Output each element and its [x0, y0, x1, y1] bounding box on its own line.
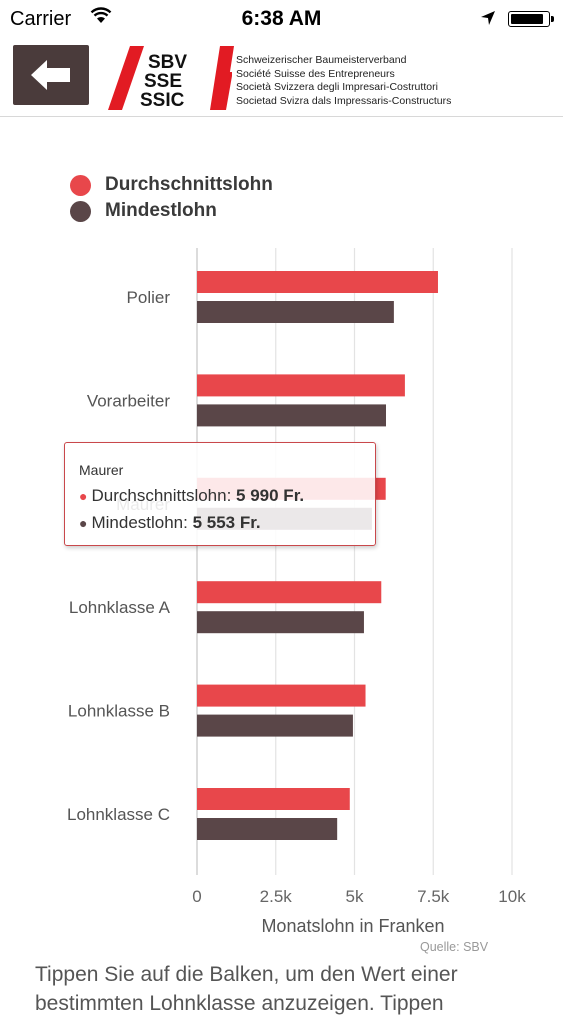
bar[interactable] [197, 301, 394, 323]
svg-text:SSIC: SSIC [140, 90, 185, 111]
category-label: Vorarbeiter [87, 391, 170, 410]
x-axis-label: Monatslohn in Franken [261, 916, 444, 936]
location-arrow-icon [480, 10, 496, 31]
tooltip-row-mindestlohn: ● Mindestlohn: 5 553 Fr. [79, 513, 261, 533]
legend-label-mindestlohn: Mindestlohn [105, 200, 217, 221]
bar[interactable] [197, 374, 405, 397]
clock: 6:38 AM [241, 7, 322, 30]
battery-cap [551, 16, 554, 22]
tooltip-bullet-icon: ● [79, 488, 88, 504]
app-header: SBV SSE SSIC Schweizerischer Baumeisterv… [0, 38, 563, 117]
legend-marker-mindestlohn [70, 200, 91, 222]
tooltip-row-durchschnittslohn: ● Durchschnittslohn: 5 990 Fr. [79, 486, 304, 506]
legend-item-durchschnittslohn[interactable]: Durchschnittslohn [70, 172, 273, 198]
org-name-rm: Societad Svizra dals Impressaris-Constru… [236, 94, 452, 107]
bar[interactable] [197, 818, 338, 840]
category-label: Lohnklasse B [68, 702, 170, 721]
tooltip-label: Durchschnittslohn: [91, 486, 232, 505]
org-names: Schweizerischer Baumeisterverband Sociét… [236, 54, 451, 108]
category-label: Lohnklasse C [67, 805, 170, 824]
bar[interactable] [197, 611, 364, 634]
chart-legend: Durchschnittslohn Mindestlohn [70, 172, 273, 224]
bar[interactable] [197, 714, 353, 737]
svg-text:SBV: SBV [148, 52, 187, 73]
x-tick-label: 5k [346, 887, 364, 906]
org-name-it: Società Svizzera degli Impresari-Costrut… [236, 81, 438, 93]
x-tick-label: 0 [192, 887, 201, 906]
tooltip-label: Mindestlohn: [91, 513, 188, 532]
org-name-de: Schweizerischer Baumeisterverband [236, 54, 407, 66]
wifi-icon [90, 6, 112, 29]
bar[interactable] [197, 271, 438, 293]
tooltip-value: 5 990 Fr. [236, 486, 305, 505]
sbv-logo: SBV SSE SSIC [108, 46, 234, 111]
legend-item-mindestlohn[interactable]: Mindestlohn [70, 198, 273, 224]
instruction-text: Tippen Sie auf die Balken, um den Wert e… [35, 963, 458, 1015]
category-label: Lohnklasse A [69, 598, 171, 617]
back-arrow-icon [31, 60, 70, 90]
battery-icon [508, 11, 550, 27]
svg-text:SSE: SSE [144, 71, 182, 92]
x-tick-label: 7.5k [417, 887, 450, 906]
tooltip-value: 5 553 Fr. [192, 513, 261, 532]
x-tick-label: 2.5k [260, 887, 293, 906]
back-button[interactable] [13, 45, 89, 105]
bar[interactable] [197, 788, 350, 810]
x-tick-label: 10k [498, 887, 526, 906]
chart-tooltip: Maurer ● Durchschnittslohn: 5 990 Fr. ● Mi… [64, 442, 376, 546]
legend-label-durchschnittslohn: Durchschnittslohn [105, 174, 273, 195]
status-bar: Carrier 6:38 AM [0, 0, 563, 38]
bar[interactable] [197, 581, 382, 604]
tooltip-bullet-icon: ● [79, 515, 88, 531]
legend-marker-durchschnittslohn [70, 174, 91, 196]
bar[interactable] [197, 404, 386, 427]
salary-bar-chart: 0 2.5k 5k 7.5k 10k Polier Vorarbeiter Maurer Loh… [67, 248, 526, 936]
carrier-label: Carrier [10, 8, 72, 30]
bar[interactable] [197, 684, 366, 707]
tooltip-title: Maurer [79, 462, 124, 478]
chart-source: Quelle: SBV [420, 940, 489, 954]
org-name-fr: Société Suisse des Entrepreneurs [236, 67, 395, 80]
category-label: Polier [127, 288, 171, 307]
